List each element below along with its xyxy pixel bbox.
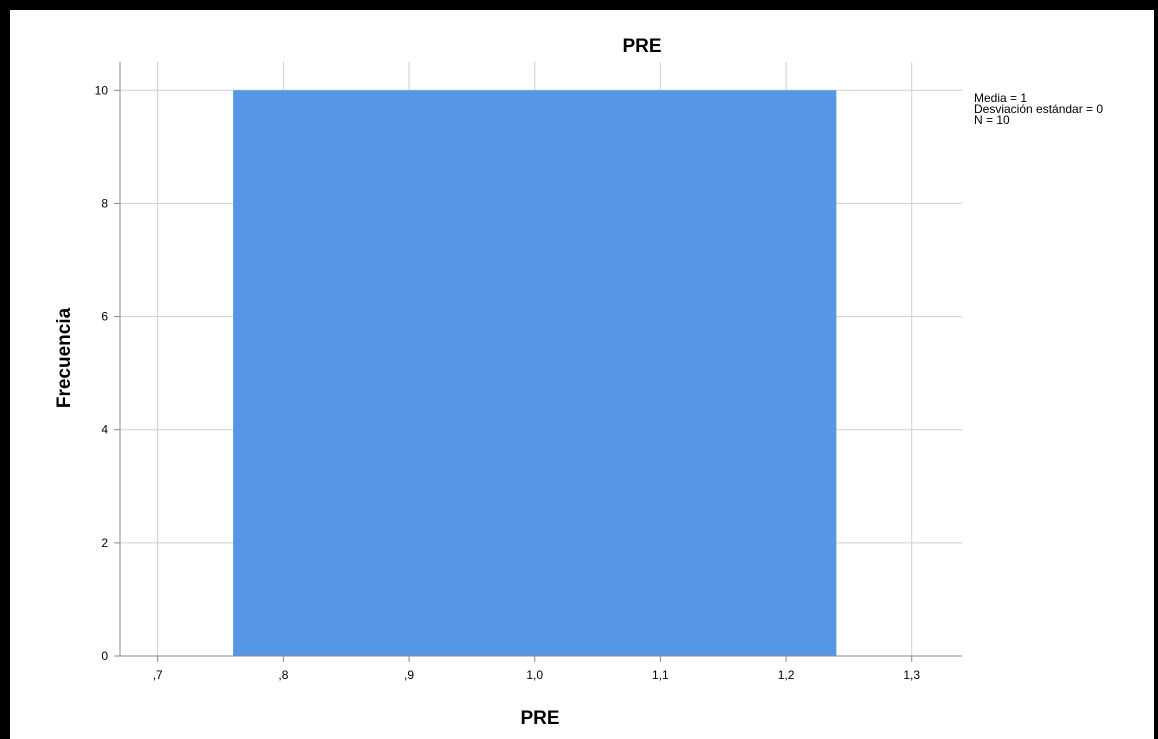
statistics-legend: Media = 1 Desviación estándar = 0 N = 10 <box>974 91 1104 127</box>
stat-mean: Media = 1 <box>974 91 1028 105</box>
axes <box>114 62 962 662</box>
stat-std-dev: Desviación estándar = 0 <box>974 102 1104 116</box>
x-tick-label: 1,1 <box>652 668 669 682</box>
y-axis-title: Frecuencia <box>54 307 75 408</box>
y-tick-labels: 0 2 4 6 8 10 <box>95 83 109 663</box>
x-tick-label: 1,2 <box>778 668 795 682</box>
x-tick-label: ,8 <box>278 668 288 682</box>
stat-n: N = 10 <box>974 113 1010 127</box>
x-tick-label: ,9 <box>404 668 414 682</box>
x-tick-label: 1,3 <box>903 668 920 682</box>
x-tick-label: 1,0 <box>526 668 543 682</box>
x-tick-label: ,7 <box>153 668 163 682</box>
y-tick-label: 10 <box>95 83 109 97</box>
chart-title: PRE <box>622 36 661 57</box>
bars <box>233 90 837 657</box>
x-tick-labels: ,7 ,8 ,9 1,0 1,1 1,2 1,3 <box>153 668 921 682</box>
y-tick-label: 0 <box>101 649 108 663</box>
y-tick-label: 2 <box>101 536 108 550</box>
y-tick-label: 8 <box>101 196 108 210</box>
y-tick-label: 6 <box>101 310 108 324</box>
y-tick-label: 4 <box>101 423 108 437</box>
x-axis-title: PRE <box>520 708 559 729</box>
histogram-bar-0 <box>233 90 837 657</box>
